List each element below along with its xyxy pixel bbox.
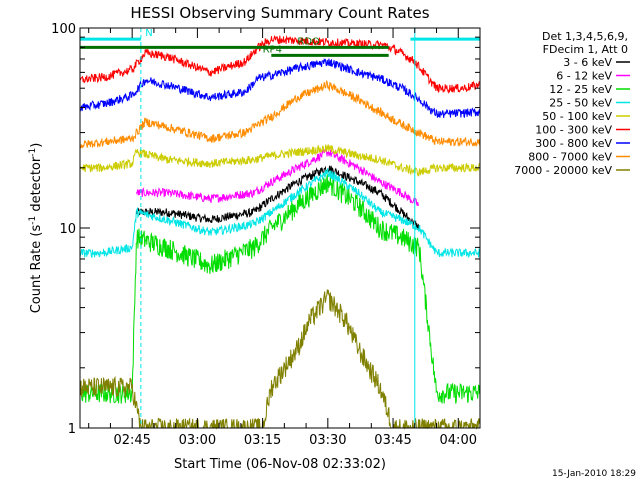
legend-header-0: Det 1,3,4,5,6,9, [542, 30, 628, 43]
timestamp: 15-Jan-2010 18:29 [552, 469, 636, 479]
series-line-5 [79, 35, 481, 95]
y-tick-label-2: 100 [51, 22, 76, 37]
series-line-4 [79, 144, 480, 177]
flag-label-2: RP4 [263, 44, 282, 55]
y-axis-label: Count Rate (s-1 detector-1) [28, 143, 44, 314]
y-axis-label-tail: detector [29, 156, 44, 216]
y-tick-label-1: 10 [59, 222, 76, 237]
y-axis-label-sup1: -1 [28, 216, 38, 225]
legend-label-4: 50 - 100 keV [542, 110, 612, 123]
series-line-0 [136, 165, 420, 231]
series-line-1 [136, 148, 420, 207]
series-line-6 [79, 57, 481, 118]
legend-label-8: 7000 - 20000 keV [514, 164, 612, 177]
flag-label-0: N [145, 28, 152, 39]
x-tick-label-0: 02:45 [113, 433, 150, 448]
legend-label-5: 100 - 300 keV [535, 124, 612, 137]
legend-label-6: 300 - 800 keV [535, 137, 612, 150]
x-tick-label-3: 03:30 [309, 433, 346, 448]
legend-label-2: 12 - 25 keV [549, 83, 612, 96]
axes: 02:45 03:00 03:15 03:30 03:45 04:00 1 10 100 [51, 22, 481, 448]
plot-area: N RDO RP4 [79, 28, 481, 430]
y-axis-label-sup2: -1 [28, 148, 38, 157]
chart-title: HESSI Observing Summary Count Rates [130, 4, 429, 22]
x-tick-label-4: 03:45 [374, 433, 411, 448]
y-axis-label-end: ) [29, 143, 44, 148]
flag-label-1: RDO [297, 36, 320, 47]
x-tick-label-5: 04:00 [440, 433, 477, 448]
legend-header-1: FDecim 1, Att 0 [543, 43, 628, 56]
series-line-7 [79, 79, 481, 149]
series-line-3 [79, 168, 480, 258]
x-tick-label-1: 03:00 [179, 433, 216, 448]
series-line-2 [79, 174, 481, 404]
y-tick-label-0: 1 [68, 422, 76, 437]
x-tick-label-2: 03:15 [244, 433, 281, 448]
legend-label-3: 25 - 50 keV [549, 97, 612, 110]
legend-label-0: 3 - 6 keV [563, 56, 612, 69]
x-axis-label: Start Time (06-Nov-08 02:33:02) [174, 457, 386, 472]
legend: Det 1,3,4,5,6,9,FDecim 1, Att 03 - 6 keV… [514, 30, 630, 177]
series-line-8 [79, 289, 481, 430]
legend-label-7: 800 - 7000 keV [528, 151, 612, 164]
y-axis-label-main: Count Rate (s [29, 225, 44, 314]
legend-label-1: 6 - 12 keV [556, 70, 612, 83]
